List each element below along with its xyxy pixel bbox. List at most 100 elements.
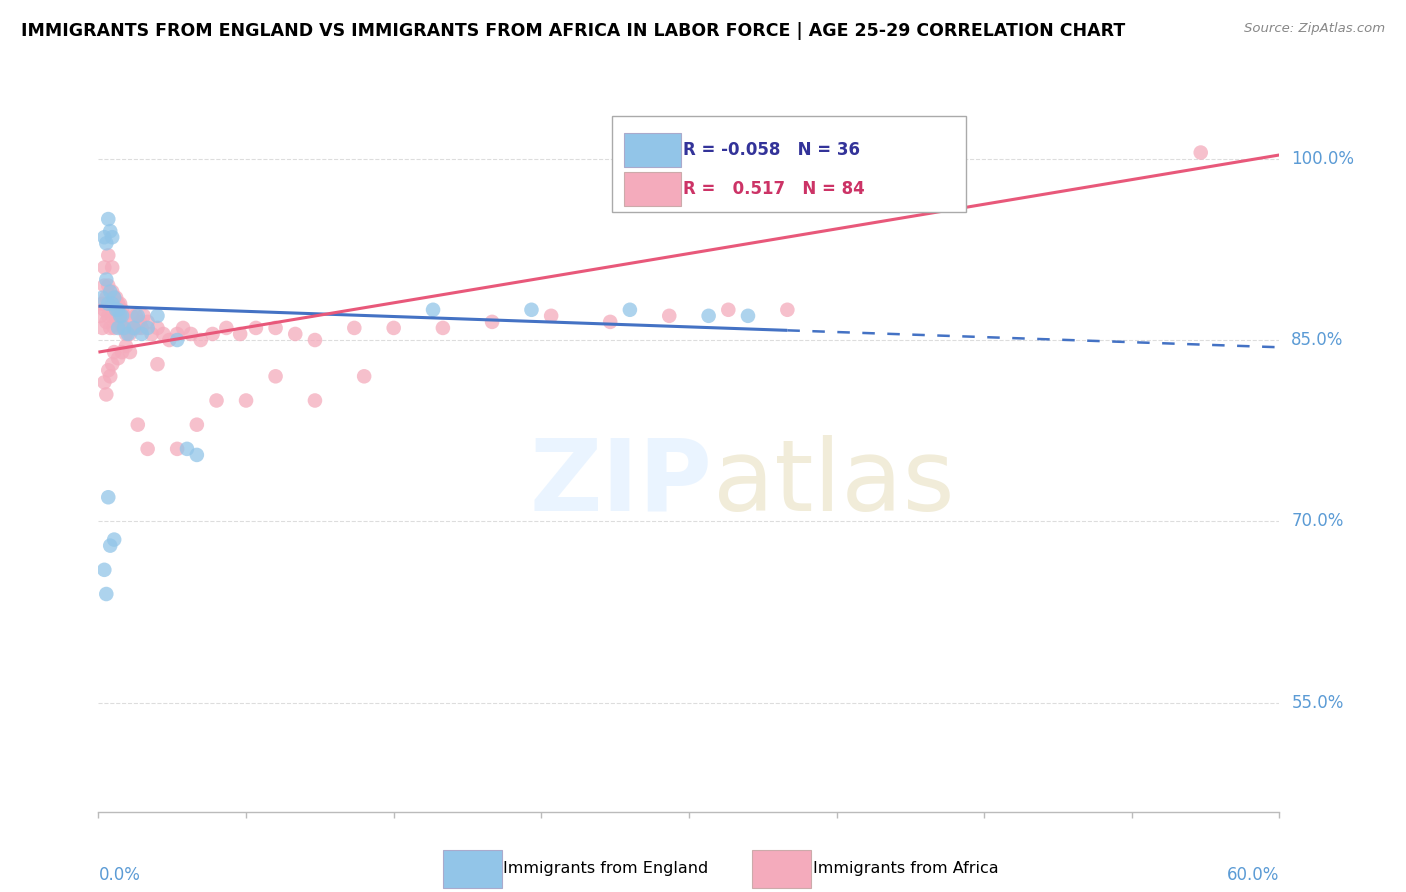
Text: 100.0%: 100.0% (1291, 150, 1354, 168)
Point (128, 315, 150, 329)
Text: 55.0%: 55.0% (1291, 694, 1344, 712)
Point (127, 417, 149, 432)
Point (117, 326, 139, 341)
Point (96, 315, 118, 329)
Point (115, 326, 138, 341)
Point (776, 302, 799, 317)
Point (121, 309, 143, 323)
Point (215, 321, 238, 335)
Point (304, 333, 326, 347)
Point (111, 302, 134, 317)
Point (93, 260, 115, 275)
Point (91, 291, 114, 305)
Point (229, 326, 252, 341)
Point (107, 351, 129, 366)
Text: R = -0.058   N = 36: R = -0.058 N = 36 (683, 141, 860, 159)
Point (97, 248, 120, 262)
Point (382, 321, 405, 335)
Point (205, 393, 228, 408)
Point (96, 236, 118, 251)
Point (432, 321, 454, 335)
Point (101, 285, 124, 299)
Point (136, 321, 159, 335)
Point (264, 321, 287, 335)
Point (152, 326, 174, 341)
Point (717, 302, 740, 317)
Point (93, 302, 115, 317)
Text: R =   0.517   N = 84: R = 0.517 N = 84 (683, 180, 865, 198)
Point (101, 357, 124, 371)
Point (97, 309, 120, 323)
Point (98, 224, 121, 238)
Point (176, 442, 198, 456)
Point (101, 297, 124, 311)
Text: Immigrants from England: Immigrants from England (503, 862, 709, 876)
Point (132, 309, 155, 323)
Point (108, 309, 131, 323)
Point (112, 321, 135, 335)
Point (118, 326, 141, 341)
Point (127, 321, 149, 335)
Point (93, 230, 115, 244)
Point (107, 302, 129, 317)
Point (304, 393, 326, 408)
Point (201, 326, 224, 341)
Text: 85.0%: 85.0% (1291, 331, 1344, 349)
Point (166, 442, 188, 456)
Point (97, 297, 120, 311)
FancyBboxPatch shape (624, 133, 681, 168)
Point (91, 297, 114, 311)
FancyBboxPatch shape (624, 171, 681, 206)
Point (146, 357, 169, 371)
Point (136, 315, 159, 329)
Text: atlas: atlas (713, 435, 955, 532)
Point (111, 321, 134, 335)
Point (111, 309, 134, 323)
Text: ZIP: ZIP (530, 435, 713, 532)
Point (96, 387, 118, 401)
Point (697, 309, 720, 323)
Point (245, 321, 267, 335)
Point (599, 315, 621, 329)
Point (108, 297, 131, 311)
Point (117, 321, 139, 335)
Point (105, 302, 128, 317)
Point (97, 278, 120, 293)
FancyBboxPatch shape (612, 116, 966, 212)
Point (105, 291, 128, 305)
Point (107, 297, 129, 311)
Point (540, 309, 562, 323)
Point (103, 291, 125, 305)
Point (131, 321, 153, 335)
Point (146, 321, 169, 335)
Point (93, 376, 115, 390)
Point (97, 212, 120, 227)
Point (112, 321, 135, 335)
Point (1189, 145, 1212, 160)
Point (89, 309, 111, 323)
Point (103, 291, 125, 305)
Point (111, 345, 134, 359)
Point (737, 309, 759, 323)
Point (103, 533, 125, 547)
Point (107, 321, 129, 335)
Point (186, 448, 208, 462)
Text: 60.0%: 60.0% (1227, 866, 1279, 884)
Point (166, 326, 188, 341)
Text: IMMIGRANTS FROM ENGLAND VS IMMIGRANTS FROM AFRICA IN LABOR FORCE | AGE 25-29 COR: IMMIGRANTS FROM ENGLAND VS IMMIGRANTS FR… (21, 22, 1125, 40)
Text: Immigrants from Africa: Immigrants from Africa (813, 862, 998, 876)
Point (107, 309, 129, 323)
Point (658, 309, 681, 323)
Point (118, 345, 141, 359)
Point (619, 302, 641, 317)
Text: 70.0%: 70.0% (1291, 512, 1344, 531)
Point (122, 321, 145, 335)
Point (520, 302, 543, 317)
Point (122, 321, 145, 335)
Point (112, 309, 135, 323)
Point (422, 302, 444, 317)
Point (146, 309, 169, 323)
Point (141, 326, 163, 341)
Point (172, 321, 194, 335)
Point (96, 291, 118, 305)
